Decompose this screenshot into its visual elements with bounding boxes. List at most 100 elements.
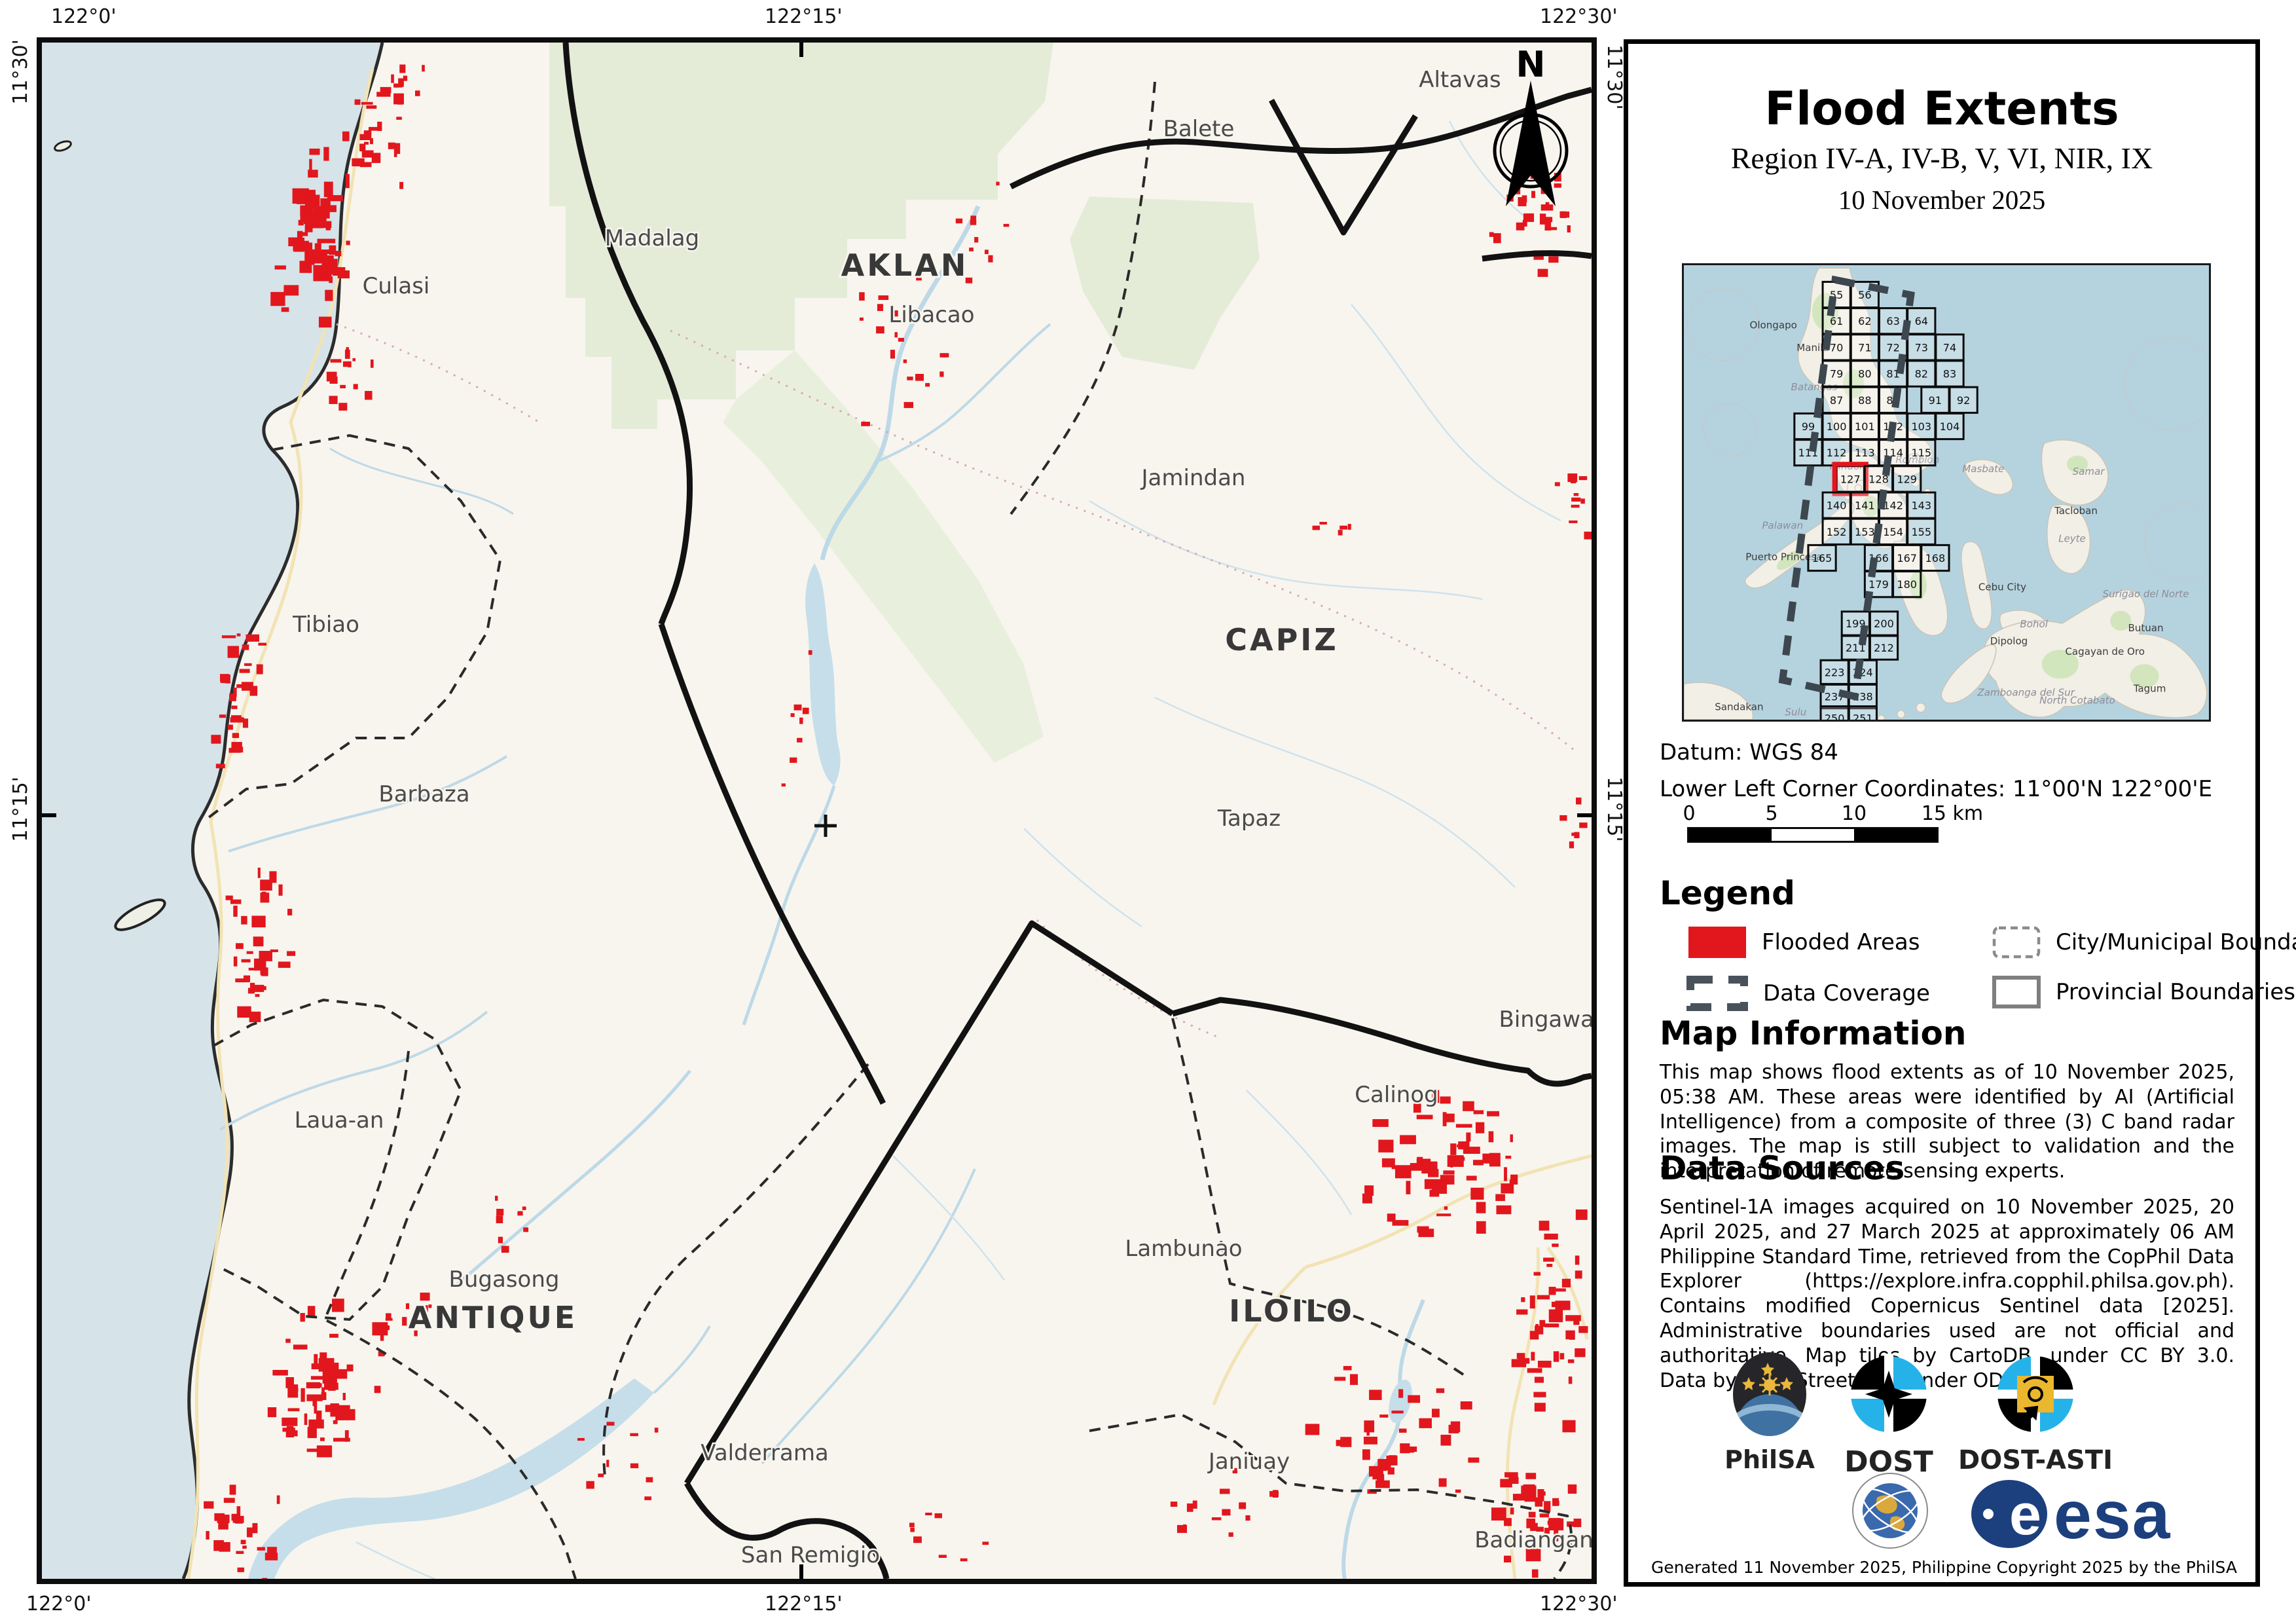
flood-patch <box>878 295 889 301</box>
flood-patch <box>365 391 373 400</box>
flood-patch <box>310 1376 327 1380</box>
flood-patch <box>1573 1519 1582 1528</box>
flood-patch <box>304 1413 308 1426</box>
town-label: Calinog <box>1355 1082 1438 1108</box>
coverage-tile <box>1850 307 1880 335</box>
flood-patch <box>1575 1349 1583 1355</box>
flood-patch <box>229 693 236 701</box>
flood-patch <box>1440 1096 1451 1104</box>
scale-tick-15: 15 km <box>1921 802 1984 825</box>
province-label: ILOILO <box>1229 1293 1355 1329</box>
coverage-tile-number: 64 <box>1915 315 1928 327</box>
flood-patch <box>1239 1502 1247 1509</box>
flood-patch <box>1534 1403 1546 1412</box>
flood-patch <box>523 1227 529 1232</box>
flood-patch <box>1493 233 1501 244</box>
flood-patch <box>903 401 914 409</box>
coverage-tile <box>1819 683 1850 710</box>
flood-patch <box>240 1540 246 1545</box>
coord-label-top-left: 122°0' <box>51 5 117 28</box>
town-label: Tibiao <box>292 612 359 638</box>
flood-patch <box>298 219 304 226</box>
flood-patch <box>1518 196 1527 206</box>
inset-place-label: Tacloban <box>2054 505 2098 517</box>
data-sources-heading: Data Sources <box>1660 1149 1905 1187</box>
flood-patch <box>398 78 404 87</box>
flood-patch <box>1391 1411 1404 1414</box>
flood-patch <box>420 1292 430 1301</box>
flood-patch <box>314 243 321 259</box>
province-label: AKLAN <box>841 248 969 283</box>
flood-patch <box>338 403 348 411</box>
flood-patch <box>424 1305 428 1312</box>
coverage-tile-number: 115 <box>1911 447 1931 459</box>
flood-patch <box>1269 1490 1279 1497</box>
esa-logo: e esa <box>1971 1478 2172 1550</box>
flood-patch <box>1463 1147 1480 1154</box>
coverage-tile-number: 180 <box>1897 578 1917 591</box>
town-label: Janiuay <box>1207 1449 1290 1475</box>
flood-patch <box>1232 1467 1237 1473</box>
coord-label-bottom-left: 122°0' <box>26 1593 92 1615</box>
flood-patch <box>1432 1090 1440 1103</box>
coverage-tile-number: 100 <box>1827 420 1847 433</box>
copyright-footer: Generated 11 November 2025, Philippine C… <box>1651 1558 2237 1577</box>
inset-place-label: Manila <box>1796 342 1829 354</box>
coverage-tile-number: 154 <box>1883 526 1903 538</box>
esa-wordmark: esa <box>2054 1478 2172 1550</box>
town-label: Balete <box>1163 116 1235 142</box>
inset-place-label: Tagum <box>2133 683 2166 695</box>
flood-patch <box>955 218 963 224</box>
main-map: N AKLAN CAPIZ ANTIQUE ILOILO Culasi Madalag Li… <box>37 37 1597 1584</box>
flood-patch <box>1408 1395 1421 1403</box>
inset-place-label: Cebu City <box>1978 581 2026 593</box>
flood-patch <box>231 1513 238 1521</box>
flood-patch <box>1450 1421 1461 1432</box>
flood-patch <box>1510 1134 1513 1143</box>
dost-asti-logo <box>1995 1354 2076 1435</box>
inset-place-label: Butuan <box>2128 622 2163 634</box>
flood-patch <box>988 255 993 263</box>
flood-patch <box>970 215 977 223</box>
flood-patch <box>1561 1278 1571 1288</box>
flood-patch <box>361 145 366 155</box>
flood-patch <box>1462 1157 1465 1161</box>
flood-patch <box>1392 1220 1409 1226</box>
flood-patch <box>1339 525 1348 530</box>
flood-patch <box>859 317 864 321</box>
flood-patch <box>1362 1193 1373 1204</box>
flood-patch <box>329 396 338 404</box>
flood-patch <box>246 1527 253 1538</box>
town-label: Barbaza <box>378 781 469 807</box>
coverage-tile-number: 127 <box>1840 473 1861 485</box>
coverage-tile-number: 80 <box>1858 368 1871 380</box>
flood-patch <box>287 951 296 956</box>
flood-patch <box>325 1405 340 1412</box>
flood-patch <box>304 249 315 265</box>
flood-patch <box>379 1325 390 1331</box>
flood-patch <box>319 1352 327 1361</box>
coord-label-left-top: 11°30' <box>9 39 32 105</box>
coverage-tile-number: 74 <box>1943 341 1956 354</box>
north-arrow-label: N <box>1516 44 1545 85</box>
flood-patch <box>1349 1374 1358 1385</box>
flood-patch <box>1387 1458 1391 1466</box>
legend-item-municipal-boundaries: City/Municipal Boundaries <box>1992 925 2296 959</box>
legend-label: Provincial Boundaries <box>2056 979 2295 1005</box>
coord-label-left-mid: 11°15' <box>9 777 32 842</box>
coverage-tile-number: 79 <box>1830 368 1843 380</box>
flood-patch <box>1440 1434 1451 1446</box>
flood-patch <box>1466 1132 1471 1142</box>
flood-patch <box>269 871 277 883</box>
flood-patch <box>321 259 338 275</box>
coord-label-top-right: 122°30' <box>1540 5 1618 28</box>
flood-patch <box>287 1384 299 1398</box>
inset-place-label: Palawan <box>1762 519 1803 531</box>
flood-patch <box>1510 1507 1514 1515</box>
flood-patch <box>395 143 401 155</box>
flood-patch <box>337 270 350 279</box>
coord-label-bottom-right: 122°30' <box>1540 1593 1618 1615</box>
flood-patch <box>1512 1494 1527 1501</box>
flood-patch <box>371 153 381 163</box>
flood-patch <box>294 240 309 244</box>
